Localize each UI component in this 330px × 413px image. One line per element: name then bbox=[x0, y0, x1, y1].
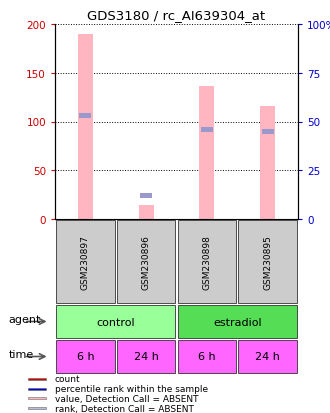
Bar bbox=[178, 340, 236, 373]
Bar bbox=[27, 397, 46, 399]
Bar bbox=[27, 378, 46, 380]
Bar bbox=[56, 305, 175, 338]
Text: GSM230898: GSM230898 bbox=[202, 235, 212, 289]
Bar bbox=[199, 87, 214, 219]
Bar bbox=[262, 130, 274, 134]
Text: control: control bbox=[96, 317, 135, 327]
Bar bbox=[27, 388, 46, 390]
Text: GSM230896: GSM230896 bbox=[142, 235, 150, 289]
Text: time: time bbox=[8, 349, 34, 360]
Text: percentile rank within the sample: percentile rank within the sample bbox=[55, 384, 208, 393]
Bar bbox=[56, 340, 115, 373]
Bar bbox=[139, 206, 154, 219]
Title: GDS3180 / rc_AI639304_at: GDS3180 / rc_AI639304_at bbox=[87, 9, 266, 22]
Bar bbox=[56, 220, 115, 304]
Bar bbox=[79, 114, 91, 119]
Text: 24 h: 24 h bbox=[255, 351, 280, 362]
Bar bbox=[178, 220, 236, 304]
Text: 24 h: 24 h bbox=[134, 351, 158, 362]
Text: agent: agent bbox=[8, 315, 41, 325]
Text: estradiol: estradiol bbox=[213, 317, 262, 327]
Bar bbox=[201, 128, 213, 133]
Bar bbox=[140, 194, 152, 199]
Bar bbox=[239, 340, 297, 373]
Bar bbox=[27, 407, 46, 409]
Bar bbox=[178, 305, 297, 338]
Text: 6 h: 6 h bbox=[77, 351, 94, 362]
Bar bbox=[78, 35, 93, 219]
Bar bbox=[117, 340, 175, 373]
Text: rank, Detection Call = ABSENT: rank, Detection Call = ABSENT bbox=[55, 404, 194, 413]
Bar bbox=[260, 107, 275, 219]
Bar bbox=[117, 220, 175, 304]
Text: GSM230895: GSM230895 bbox=[263, 235, 272, 289]
Text: GSM230897: GSM230897 bbox=[81, 235, 90, 289]
Text: count: count bbox=[55, 375, 80, 383]
Bar bbox=[239, 220, 297, 304]
Text: 6 h: 6 h bbox=[198, 351, 216, 362]
Text: value, Detection Call = ABSENT: value, Detection Call = ABSENT bbox=[55, 394, 198, 403]
